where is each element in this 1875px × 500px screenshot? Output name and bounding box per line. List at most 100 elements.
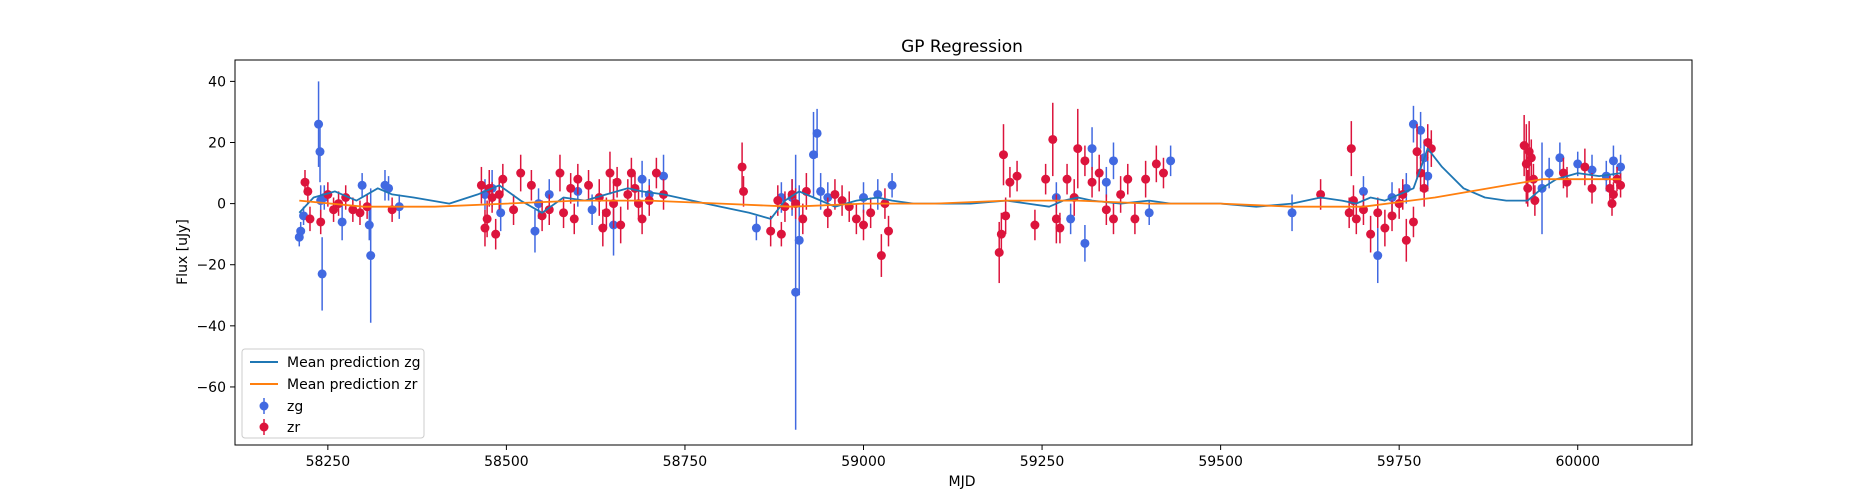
zr-point (491, 229, 501, 239)
zg-point (364, 220, 374, 230)
zr-point (830, 189, 840, 199)
y-tick-label: −60 (196, 380, 226, 396)
zg-point (1423, 171, 1433, 181)
zg-point (1555, 153, 1565, 163)
zr-point (996, 229, 1006, 239)
zg-point (296, 226, 306, 236)
chart-title: GP Regression (901, 37, 1023, 57)
zr-point (329, 205, 339, 215)
zr-point (1401, 235, 1411, 245)
zr-point (355, 208, 365, 218)
y-axis-label: Flux [uJy] (175, 219, 191, 285)
zr-point (766, 226, 776, 236)
zr-point (798, 214, 808, 224)
zr-point (773, 196, 783, 206)
zg-point (1573, 159, 1583, 169)
zg-point (384, 183, 394, 193)
x-axis-label: MJD (949, 474, 976, 490)
zr-point (544, 205, 554, 215)
zr-point (837, 196, 847, 206)
zr-point (1616, 180, 1626, 190)
zr-point (1048, 134, 1058, 144)
zr-point (303, 186, 313, 196)
y-tick-label: 0 (217, 197, 226, 213)
zr-point (1380, 223, 1390, 233)
zg-point (314, 119, 324, 129)
x-tick-label: 58750 (663, 454, 708, 470)
zr-point (1062, 174, 1072, 184)
zr-point (616, 220, 626, 230)
zg-point (315, 147, 325, 157)
zr-point (1005, 177, 1015, 187)
zr-point (776, 229, 786, 239)
zr-point (487, 193, 497, 202)
zg-point (587, 205, 597, 215)
zr-point (598, 223, 608, 233)
zr-point (1151, 159, 1161, 169)
zr-point (1094, 168, 1104, 178)
zg-point (751, 223, 761, 233)
zg-point (1144, 208, 1154, 218)
zr-point (823, 208, 833, 218)
zr-point (1344, 208, 1354, 218)
zg-point (1408, 119, 1418, 129)
zr-point (559, 208, 569, 218)
zr-point (1108, 214, 1118, 224)
y-tick-label: −40 (196, 319, 226, 335)
x-tick-label: 58500 (484, 454, 529, 470)
legend-label-mean-zg: Mean prediction zg (287, 355, 421, 371)
zr-point (1087, 177, 1097, 187)
zr-point (1530, 196, 1540, 206)
zr-point (651, 168, 661, 178)
zg-point (366, 251, 376, 261)
line-mean-prediction-zg (298, 147, 1621, 220)
zg-point (496, 208, 506, 218)
zg-point (794, 235, 804, 245)
zr-point (1408, 217, 1418, 227)
zr-point (573, 174, 583, 184)
zr-point (537, 211, 547, 221)
zr-point (316, 217, 326, 227)
x-tick-label: 59250 (1020, 454, 1065, 470)
zr-point (605, 168, 615, 178)
zr-point (1608, 189, 1618, 199)
zr-point (1412, 147, 1422, 157)
zr-point (1116, 189, 1126, 199)
zr-point (612, 177, 622, 187)
zr-point (480, 223, 490, 233)
zg-point (1108, 156, 1118, 166)
zr-point (1030, 220, 1040, 230)
zr-point (482, 214, 492, 224)
zr-point (1101, 205, 1111, 215)
plot-frame (234, 59, 1693, 446)
zr-point (1587, 183, 1597, 193)
zg-point (1101, 177, 1111, 187)
zr-point (1001, 211, 1011, 221)
y-axis: −60 −40 −20 0 20 40 (196, 74, 235, 396)
zr-point (737, 162, 747, 172)
zg-point (791, 287, 801, 297)
zr-point (494, 189, 504, 199)
zg-point (1358, 186, 1368, 196)
zr-point (626, 168, 636, 178)
zr-point (1558, 168, 1568, 178)
legend-swatch-zg (259, 401, 269, 411)
zr-point (566, 183, 576, 193)
plot-area (234, 59, 1693, 446)
legend-swatch-zr (259, 422, 269, 432)
zr-point (1419, 183, 1429, 193)
zr-point (1526, 153, 1536, 163)
zr-point (859, 220, 869, 230)
zg-point (659, 171, 669, 181)
zg-point (337, 217, 347, 227)
zr-point (1523, 183, 1533, 193)
zr-point (1351, 214, 1361, 224)
zr-point (1316, 189, 1326, 199)
zr-point (866, 208, 876, 218)
zr-point (1158, 168, 1168, 178)
series-zg (294, 81, 1626, 430)
zr-point (1580, 162, 1590, 172)
x-tick-label: 60000 (1555, 454, 1600, 470)
zr-point (876, 251, 886, 261)
zr-point (739, 186, 749, 196)
